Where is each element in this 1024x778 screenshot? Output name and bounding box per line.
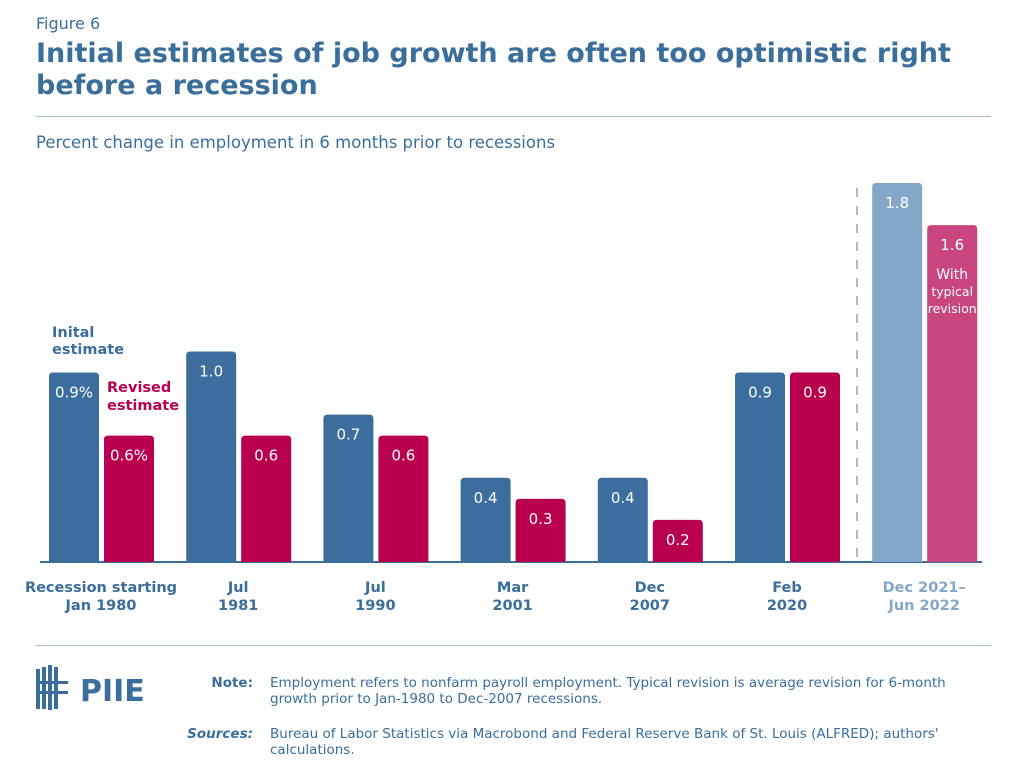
piie-logo: PIIE (36, 665, 146, 719)
category-label: 2020 (767, 598, 807, 614)
divider (36, 116, 991, 117)
data-label: 0.4 (474, 489, 498, 507)
data-label: 0.2 (666, 531, 690, 549)
category-label: Feb (772, 580, 802, 596)
bar-initial (872, 183, 923, 562)
bar-initial (323, 414, 374, 562)
bar-initial (597, 477, 648, 562)
revision-annotation: With (936, 267, 968, 283)
divider (36, 645, 991, 646)
bar-initial (186, 351, 237, 562)
data-label: 0.9 (748, 384, 772, 402)
bar-initial (460, 477, 511, 562)
figure-label: Figure 6 (36, 14, 101, 33)
legend-initial: Inital (52, 325, 94, 341)
data-label: 0.6% (110, 447, 148, 465)
category-label: Dec 2021– (883, 580, 966, 596)
category-label: Jul (364, 580, 386, 596)
chart-subtitle: Percent change in employment in 6 months… (36, 133, 556, 152)
bar-revised (241, 435, 292, 562)
category-label: Jun 2022 (887, 598, 959, 614)
bar-revised (515, 498, 566, 562)
category-label: Jul (227, 580, 249, 596)
category-label: Recession starting (25, 580, 177, 596)
data-label: 0.6 (391, 447, 415, 465)
bar-revised (652, 519, 703, 562)
data-label: 1.0 (199, 362, 223, 380)
bar-chart: 0.9% 0.6% Recession starting Jan 1980 1.0 0.6… (25, 183, 982, 614)
bar-initial (49, 372, 99, 562)
data-label: 0.4 (611, 489, 635, 507)
legend-initial: estimate (52, 342, 124, 358)
bar-revised (790, 372, 840, 562)
data-label: 0.9 (803, 384, 827, 402)
sources-text: Bureau of Labor Statistics via Macrobond… (270, 726, 939, 758)
data-label: 0.6 (254, 447, 278, 465)
bar-revised (104, 435, 154, 562)
category-label: 1990 (355, 598, 395, 614)
revision-annotation: typical (931, 284, 973, 299)
note-label: Note: (211, 675, 253, 691)
sources-label: Sources: (187, 726, 253, 742)
category-label: Mar (497, 580, 529, 596)
data-label: 1.8 (885, 194, 909, 212)
bar-revised (927, 225, 978, 562)
category-label: 1981 (218, 598, 258, 614)
data-label: 0.7 (336, 426, 360, 444)
revision-annotation: revision (928, 301, 977, 316)
category-label: 2001 (492, 598, 532, 614)
note-text: Employment refers to nonfarm payroll emp… (270, 675, 946, 707)
bar-revised (378, 435, 429, 562)
data-label: 0.9% (55, 384, 93, 402)
category-label: Jan 1980 (65, 598, 137, 614)
logo-text: PIIE (80, 674, 145, 709)
data-label: 0.3 (529, 510, 553, 528)
legend-revised: Revised (107, 380, 171, 396)
category-label: 2007 (630, 598, 670, 614)
legend-revised: estimate (107, 398, 179, 414)
data-label: 1.6 (940, 236, 964, 254)
category-label: Dec (635, 580, 665, 596)
chart-title: Initial estimates of job growth are ofte… (36, 38, 951, 101)
bar-initial (735, 372, 785, 562)
